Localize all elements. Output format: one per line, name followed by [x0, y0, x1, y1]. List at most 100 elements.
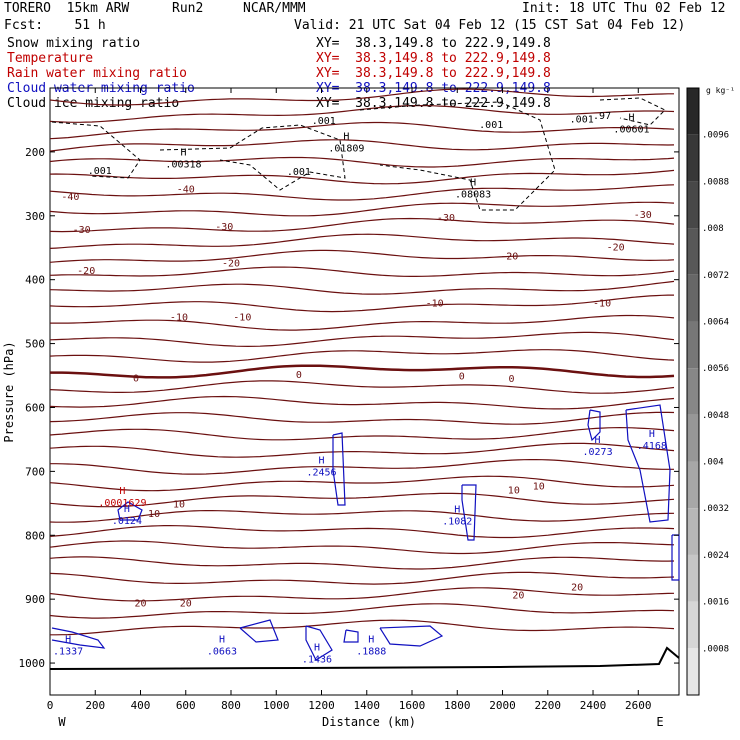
x-tick-label: 600 — [176, 699, 196, 712]
temperature-label: -20 — [607, 242, 625, 253]
maximum-marker: H — [628, 112, 634, 123]
temperature-label: -30 — [73, 225, 91, 236]
colorbar-swatch — [687, 508, 699, 555]
maximum-marker: H — [470, 177, 476, 188]
west-label: W — [58, 715, 66, 729]
colorbar-label: .0064 — [702, 317, 729, 327]
colorbar-unit: g kg⁻¹ — [706, 86, 735, 95]
temperature-contour-line — [50, 620, 674, 635]
y-tick-label: 600 — [25, 401, 45, 414]
temperature-label: 20 — [512, 591, 524, 602]
maximum-value: .1888 — [356, 646, 386, 657]
temperature-label: 0 — [509, 374, 515, 385]
colorbar-swatch — [687, 602, 699, 649]
maximum-value: .00318 — [165, 159, 201, 170]
temperature-label: -20 — [500, 251, 518, 262]
temperature-contour-line — [50, 185, 674, 200]
colorbar-swatch — [687, 368, 699, 415]
maximum-value: .0001629 — [98, 498, 146, 509]
temperature-contour-line — [50, 428, 674, 440]
x-tick-label: 2200 — [535, 699, 562, 712]
maximum-value: .1082 — [442, 517, 472, 528]
maximum-value: .08083 — [455, 189, 491, 200]
temperature-label: -40 — [177, 184, 195, 195]
temperature-label: -10 — [426, 299, 444, 310]
temperature-label: 20 — [571, 582, 583, 593]
maximum-value: .2456 — [306, 467, 336, 478]
colorbar-label: .0096 — [702, 131, 729, 141]
maximum-marker: H — [314, 643, 320, 654]
temperature-contours — [50, 89, 674, 635]
colorbar-label: .0016 — [702, 598, 729, 608]
colorbar-swatch — [687, 275, 699, 322]
cloud-water-contour-line — [380, 626, 442, 646]
colorbar-label: .008 — [702, 224, 724, 234]
cloud-water-contour-line — [672, 535, 679, 580]
temperature-contour-line — [50, 366, 674, 378]
colorbar-swatch — [687, 321, 699, 368]
colorbar-swatch — [687, 228, 699, 275]
x-tick-label: 1000 — [263, 699, 290, 712]
temperature-contour-line — [50, 476, 674, 491]
temperature-label: 20 — [134, 598, 146, 609]
maximum-value: .1337 — [53, 646, 83, 657]
cloud-water-contour-line — [626, 405, 670, 522]
y-axis-label: Pressure (hPa) — [2, 341, 16, 442]
colorbar-swatch — [687, 135, 699, 182]
x-tick-label: 2000 — [489, 699, 516, 712]
colorbar: .0096 .0088 .008 .0072 .0064 .0056 .0048 .004 .0… — [687, 88, 729, 695]
temperature-label: -30 — [215, 222, 233, 233]
y-tick-label: 700 — [25, 465, 45, 478]
x-tick-label: 800 — [221, 699, 241, 712]
colorbar-label: .0056 — [702, 364, 729, 374]
y-tick-label: 500 — [25, 338, 45, 351]
colorbar-label: .0072 — [702, 271, 729, 281]
temperature-label: 10 — [173, 499, 185, 510]
temperature-label: 0 — [296, 370, 302, 381]
temperature-contour-line — [50, 234, 674, 248]
x-tick-label: 1200 — [308, 699, 335, 712]
maximum-marker: H — [65, 634, 71, 645]
temperature-label: 10 — [148, 509, 160, 520]
temperature-contour-line — [50, 526, 674, 538]
colorbar-swatch — [687, 462, 699, 509]
colorbar-label: .0048 — [702, 411, 729, 421]
temperature-contour-line — [50, 443, 674, 457]
x-axis-label: Distance (km) — [322, 715, 416, 729]
temperature-contour-line — [50, 381, 674, 393]
colorbar-label: .004 — [702, 458, 724, 468]
snow-label: .001 — [479, 120, 503, 131]
temperature-contour-line — [50, 460, 674, 475]
temperature-label: -10 — [170, 313, 188, 324]
x-tick-label: 1800 — [444, 699, 471, 712]
colorbar-label: .0088 — [702, 177, 729, 187]
temperature-label: -40 — [61, 192, 79, 203]
maximum-value: .00601 — [613, 124, 649, 135]
temperature-label: 0 — [459, 372, 465, 383]
maximum-value: .4168 — [637, 441, 667, 452]
colorbar-label: .0008 — [702, 644, 729, 654]
x-tick-label: 400 — [131, 699, 151, 712]
temperature-contour-line — [50, 511, 674, 523]
x-tick-label: 1600 — [399, 699, 426, 712]
cloud-water-contour-line — [52, 628, 104, 648]
snow-label: .97 — [593, 111, 611, 122]
temperature-label: -20 — [77, 266, 95, 277]
temperature-label: -30 — [634, 210, 652, 221]
x-tick-label: 0 — [47, 699, 54, 712]
y-tick-label: 400 — [25, 274, 45, 287]
maximum-value: .0273 — [582, 447, 612, 458]
temperature-label: -10 — [233, 313, 251, 324]
x-tick-label: 2600 — [625, 699, 652, 712]
snow-label: .001 — [88, 166, 112, 177]
temperature-contour-line — [50, 412, 674, 424]
maximum-value: .0124 — [112, 516, 142, 527]
maximum-value: .01809 — [328, 143, 364, 154]
east-label: E — [656, 715, 663, 729]
maximum-value: .1436 — [302, 655, 332, 666]
y-tick-label: 900 — [25, 593, 45, 606]
maximum-marker: H — [180, 147, 186, 158]
temperature-contour-line — [50, 397, 674, 409]
y-tick-label: 200 — [25, 146, 45, 159]
